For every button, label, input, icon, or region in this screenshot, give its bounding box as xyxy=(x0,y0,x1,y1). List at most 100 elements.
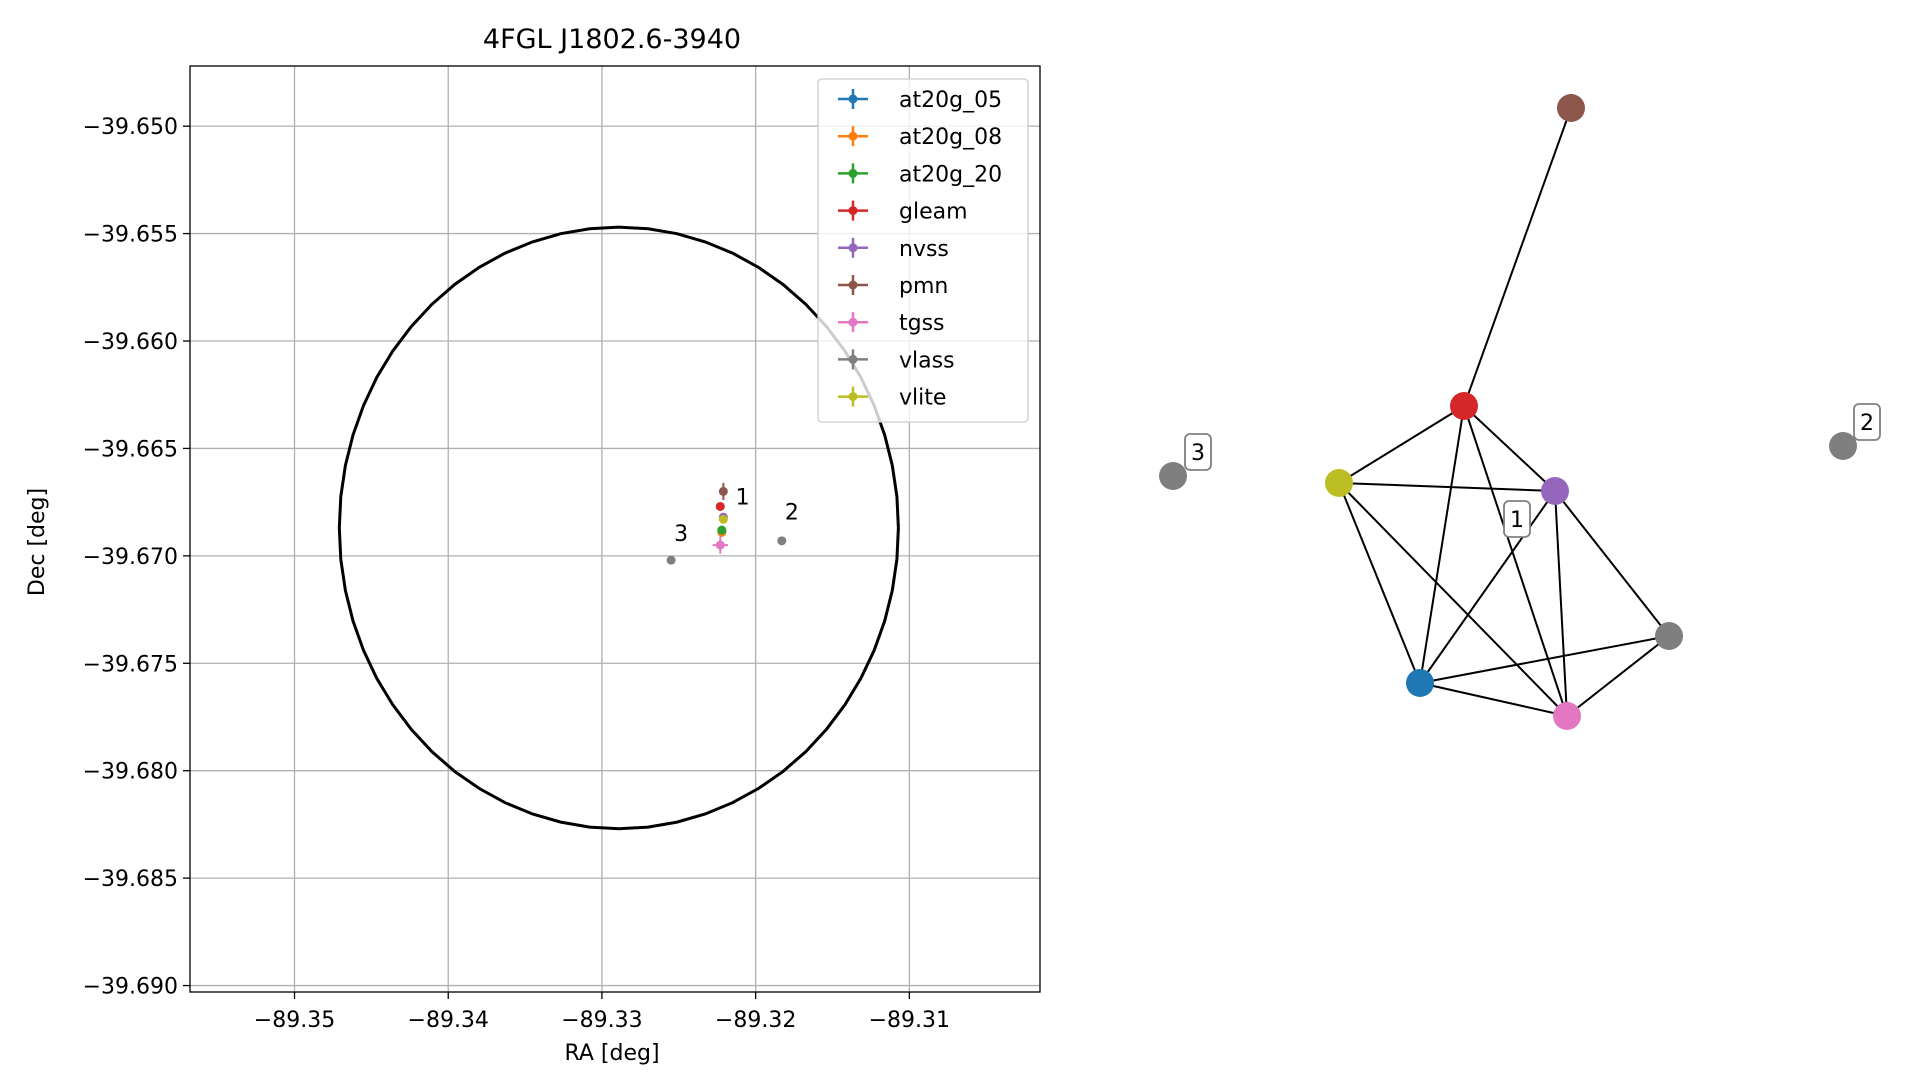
y-tick-label: −39.655 xyxy=(83,223,178,248)
legend-marker-dot xyxy=(848,131,858,141)
error-circle-layer xyxy=(337,225,900,831)
edge-tgss-vlass-1 xyxy=(1566,635,1670,717)
edge-gleam-vlite xyxy=(1338,405,1465,484)
point-marker xyxy=(715,540,725,550)
edge-gleam-at20g xyxy=(1419,405,1465,684)
point-marker xyxy=(666,555,676,565)
y-tick-label: −39.680 xyxy=(83,760,178,785)
legend-label: at20g_08 xyxy=(899,125,1002,150)
node-vlass-3 xyxy=(1159,462,1187,490)
axes-frame xyxy=(189,65,1041,993)
point-vlass xyxy=(777,536,787,546)
legend-label: nvss xyxy=(899,237,949,262)
legend-label: at20g_20 xyxy=(899,162,1002,187)
edge-vlite-at20g xyxy=(1338,482,1421,684)
legend-marker-dot xyxy=(848,280,858,290)
label-box xyxy=(1184,433,1212,471)
legend-marker-dot xyxy=(848,168,858,178)
legend-marker-dot xyxy=(848,243,858,253)
data-points xyxy=(666,482,787,565)
point-marker xyxy=(777,536,787,546)
node-vlite xyxy=(1325,469,1353,497)
point-annotations: 1 2 3 xyxy=(674,485,799,547)
edge-vlite-nvss xyxy=(1338,482,1556,492)
legend-item-vlite: vlite xyxy=(838,386,946,411)
legend-label: tgss xyxy=(899,311,945,336)
scatter-plot: 1 2 3 −89.35 −89.34 −89.33 −89.32 −89.31 −39.6… xyxy=(25,24,1041,1066)
x-axis-ticks: −89.35 −89.34 −89.33 −89.32 −89.31 xyxy=(254,992,950,1033)
edge-pmn-gleam xyxy=(1463,107,1572,407)
label-text: 2 xyxy=(1860,411,1874,436)
x-tick-label: −89.34 xyxy=(408,1008,489,1033)
x-tick-label: −89.32 xyxy=(715,1008,796,1033)
network-graph: 1 2 3 xyxy=(1159,94,1881,730)
point-marker xyxy=(718,514,728,524)
chart-title: 4FGL J1802.6-3940 xyxy=(483,24,741,55)
node-nvss xyxy=(1541,477,1569,505)
x-tick-label: −89.33 xyxy=(561,1008,642,1033)
y-tick-label: −39.660 xyxy=(83,330,178,355)
label-box xyxy=(1853,403,1881,441)
graph-label-3: 3 xyxy=(1184,433,1212,471)
legend-item-at20g_05: at20g_05 xyxy=(838,88,1002,113)
edge-nvss-vlass-1 xyxy=(1554,490,1670,637)
graph-nodes xyxy=(1159,94,1857,730)
x-tick-label: −89.35 xyxy=(254,1008,335,1033)
legend-marker-dot xyxy=(848,317,858,327)
point-pmn xyxy=(718,482,728,500)
y-tick-label: −39.675 xyxy=(83,652,178,677)
point-tgss xyxy=(712,536,728,554)
legend-marker-dot xyxy=(848,392,858,402)
legend-label: at20g_05 xyxy=(899,88,1002,113)
node-gleam xyxy=(1450,392,1478,420)
edge-at20g-tgss xyxy=(1419,682,1568,717)
legend-label: gleam xyxy=(899,200,968,225)
grid xyxy=(190,66,1040,992)
legend-item-at20g_08: at20g_08 xyxy=(838,125,1002,150)
annotation-2: 2 xyxy=(785,500,799,525)
graph-edges xyxy=(1338,107,1670,717)
point-gleam xyxy=(715,501,725,511)
edge-at20g-vlass-1 xyxy=(1419,635,1670,684)
y-tick-label: −39.685 xyxy=(83,867,178,892)
node-vlass-2 xyxy=(1829,432,1857,460)
legend-label: vlass xyxy=(899,348,955,373)
legend-label: pmn xyxy=(899,274,948,299)
x-axis-label: RA [deg] xyxy=(564,1041,659,1066)
node-at20g xyxy=(1406,669,1434,697)
annotation-1: 1 xyxy=(736,485,750,510)
y-axis-ticks: −39.650 −39.655 −39.660 −39.665 −39.670 −39.6… xyxy=(83,115,190,1000)
point-marker xyxy=(717,525,727,535)
graph-label-2: 2 xyxy=(1853,403,1881,441)
legend-label: vlite xyxy=(899,386,946,411)
legend-box xyxy=(817,78,1029,423)
point-vlass xyxy=(666,555,676,565)
label-box xyxy=(1503,500,1531,538)
label-text: 1 xyxy=(1510,508,1524,533)
legend-item-tgss: tgss xyxy=(838,311,945,336)
legend-item-nvss: nvss xyxy=(838,237,949,262)
point-at20g_20 xyxy=(717,525,727,535)
error-circle xyxy=(337,225,900,831)
graph-labels: 1 2 3 xyxy=(1184,403,1881,538)
edge-gleam-nvss xyxy=(1463,405,1556,492)
node-pmn xyxy=(1557,94,1585,122)
legend-marker-dot xyxy=(848,206,858,216)
y-tick-label: −39.665 xyxy=(83,437,178,462)
point-marker xyxy=(715,501,725,511)
legend-item-vlass: vlass xyxy=(838,348,955,373)
point-marker xyxy=(718,486,728,496)
point-vlite xyxy=(718,514,728,524)
y-tick-label: −39.650 xyxy=(83,115,178,140)
label-text: 3 xyxy=(1191,441,1205,466)
legend-item-pmn: pmn xyxy=(838,274,948,299)
y-axis-label: Dec [deg] xyxy=(25,488,50,596)
annotation-3: 3 xyxy=(674,522,688,547)
y-tick-label: −39.670 xyxy=(83,545,178,570)
y-tick-label: −39.690 xyxy=(83,975,178,1000)
edge-nvss-at20g xyxy=(1419,490,1556,684)
node-vlass-1 xyxy=(1655,622,1683,650)
graph-label-1: 1 xyxy=(1503,500,1531,538)
